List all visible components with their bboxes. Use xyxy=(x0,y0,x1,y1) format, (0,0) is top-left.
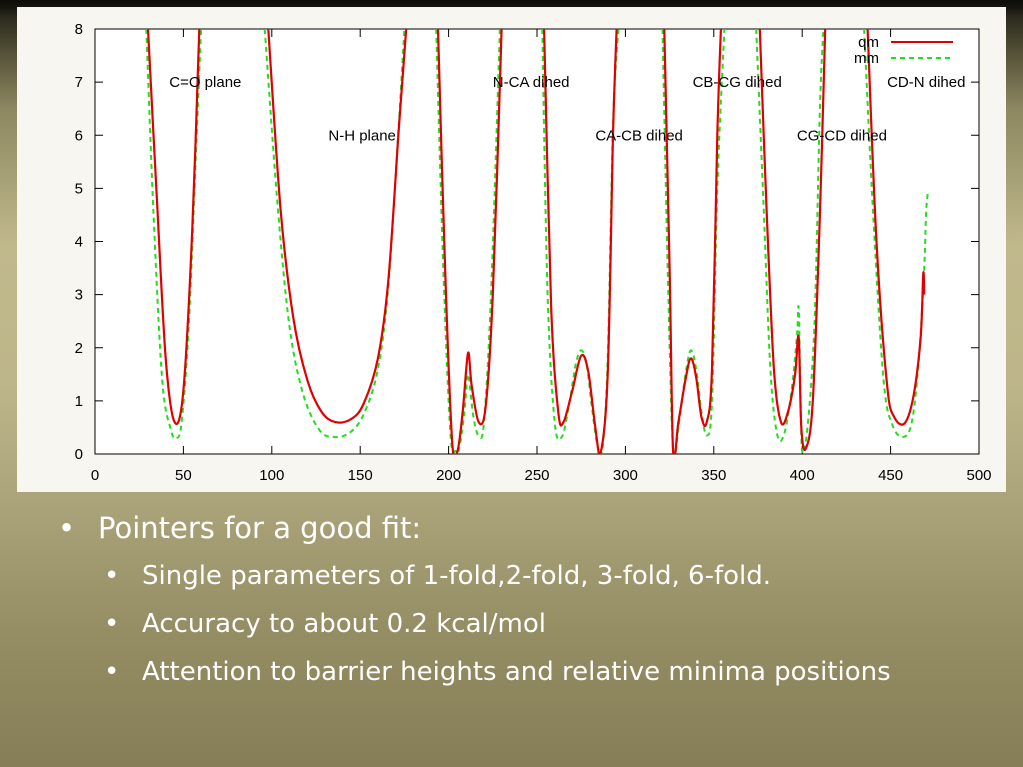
sub-bullet: • Attention to barrier heights and relat… xyxy=(104,655,998,689)
y-tick-label: 8 xyxy=(75,21,83,38)
x-tick-label: 400 xyxy=(790,467,815,484)
annotation-label: CA-CB dihed xyxy=(595,127,683,144)
legend-label: mm xyxy=(854,50,879,67)
x-tick-label: 350 xyxy=(701,467,726,484)
bullet-glyph: • xyxy=(58,511,76,545)
y-tick-label: 4 xyxy=(75,234,83,251)
y-tick-label: 0 xyxy=(75,446,83,463)
bullet-heading-text: Pointers for a good fit: xyxy=(98,511,422,545)
x-tick-label: 200 xyxy=(436,467,461,484)
annotation-label: CB-CG dihed xyxy=(693,74,782,91)
x-tick-label: 500 xyxy=(966,467,991,484)
x-tick-label: 150 xyxy=(348,467,373,484)
sub-bullet-text: Accuracy to about 0.2 kcal/mol xyxy=(142,609,546,639)
chart-panel: 0 50 100 150 200 250 300 350 400 450 500 0 1 2 3 4 5 6 7 8 C… xyxy=(17,7,1006,492)
x-tick-label: 300 xyxy=(613,467,638,484)
sub-bullet-text: Attention to barrier heights and relativ… xyxy=(142,657,891,687)
annotation-label: N-CA dihed xyxy=(493,74,570,91)
x-tick-label: 100 xyxy=(259,467,284,484)
annotation-label: N-H plane xyxy=(328,127,396,144)
series-line-qm xyxy=(146,29,926,454)
sub-bullet-text: Single parameters of 1-fold,2-fold, 3-fo… xyxy=(142,561,772,591)
bullet-heading: • Pointers for a good fit: xyxy=(58,507,998,549)
y-tick-label: 1 xyxy=(75,393,83,410)
torsion-energy-chart: 0 50 100 150 200 250 300 350 400 450 500 0 1 2 3 4 5 6 7 8 C… xyxy=(75,21,992,484)
sub-bullet: • Single parameters of 1-fold,2-fold, 3-… xyxy=(104,559,998,593)
y-tick-label: 6 xyxy=(75,127,83,144)
legend-label: qm xyxy=(858,34,879,51)
annotation-label: CG-CD dihed xyxy=(797,127,887,144)
plot-frame xyxy=(94,28,980,455)
annotation-label: C=O plane xyxy=(169,74,241,91)
sub-bullet: • Accuracy to about 0.2 kcal/mol xyxy=(104,607,998,641)
y-tick-label: 7 xyxy=(75,74,83,91)
y-tick-label: 2 xyxy=(75,340,83,357)
x-tick-label: 50 xyxy=(175,467,192,484)
bullet-list: • Pointers for a good fit: • Single para… xyxy=(58,507,998,703)
y-tick-label: 3 xyxy=(75,287,83,304)
x-tick-label: 250 xyxy=(524,467,549,484)
bullet-glyph: • xyxy=(104,609,120,639)
bullet-glyph: • xyxy=(104,657,120,687)
x-tick-label: 0 xyxy=(91,467,99,484)
bullet-glyph: • xyxy=(104,561,120,591)
x-tick-label: 450 xyxy=(878,467,903,484)
annotation-label: CD-N dihed xyxy=(887,74,965,91)
series-line-mm xyxy=(145,29,929,454)
y-tick-label: 5 xyxy=(75,180,83,197)
